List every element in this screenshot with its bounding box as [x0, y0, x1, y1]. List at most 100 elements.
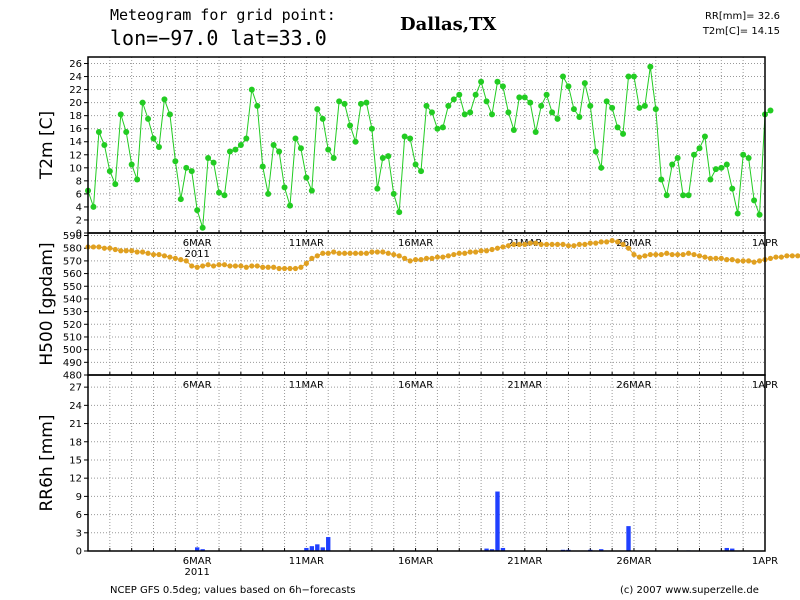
data-point	[450, 96, 457, 103]
data-point	[445, 102, 452, 109]
data-point	[707, 176, 714, 183]
data-point	[205, 262, 211, 268]
data-point	[177, 196, 184, 203]
data-point	[385, 250, 391, 256]
data-point	[189, 263, 195, 269]
data-point	[658, 176, 665, 183]
data-point	[751, 197, 758, 204]
data-bar	[304, 547, 309, 551]
y-tick-label: 3	[76, 528, 82, 539]
data-point	[576, 113, 583, 120]
y-tick-label: 2	[76, 215, 82, 226]
data-point	[565, 83, 572, 90]
data-point	[636, 254, 643, 260]
data-point	[740, 258, 746, 264]
data-point	[374, 185, 381, 192]
y-tick-label: 520	[63, 320, 82, 331]
data-point	[472, 91, 479, 98]
data-point	[789, 253, 795, 259]
data-point	[265, 264, 271, 270]
data-point	[368, 125, 375, 132]
data-point	[735, 258, 741, 264]
data-point	[106, 168, 113, 175]
data-point	[576, 241, 582, 248]
data-point	[795, 253, 800, 259]
data-bar	[309, 546, 315, 551]
data-point	[281, 265, 288, 272]
y-tick-label: 12	[69, 474, 82, 485]
y-tick-label: 18	[69, 111, 82, 122]
data-point	[107, 245, 113, 251]
data-point	[543, 91, 550, 98]
x-tick-label: 11MAR	[289, 238, 324, 249]
data-point	[210, 159, 217, 166]
data-point	[669, 161, 676, 168]
data-point	[418, 168, 425, 175]
data-point	[680, 251, 686, 258]
data-point	[385, 153, 392, 160]
data-bar	[730, 548, 735, 551]
data-bar	[626, 526, 631, 551]
data-point	[407, 258, 413, 264]
y-axis-label: RR6h [mm]	[37, 414, 57, 511]
data-point	[292, 135, 299, 142]
y-tick-label: 500	[63, 345, 82, 356]
data-point	[625, 73, 632, 80]
x-tick-label: 21MAR	[507, 556, 542, 567]
data-point	[565, 243, 572, 249]
data-point	[172, 255, 178, 261]
data-point	[156, 251, 162, 258]
data-point	[636, 104, 643, 111]
data-point	[117, 111, 124, 118]
data-bar	[599, 549, 604, 551]
data-point	[221, 262, 228, 268]
data-point	[287, 202, 294, 209]
data-point	[227, 263, 233, 269]
data-point	[139, 99, 146, 106]
data-bar	[200, 549, 205, 551]
data-bar	[315, 544, 320, 551]
data-point	[379, 155, 386, 162]
data-point	[248, 86, 255, 93]
data-point	[270, 142, 277, 148]
data-point	[308, 187, 315, 194]
data-point	[155, 143, 162, 150]
data-point	[554, 241, 561, 248]
data-point	[718, 255, 724, 261]
data-point	[489, 246, 495, 253]
data-point	[292, 265, 299, 272]
footer-source: NCEP GFS 0.5deg; values based on 6h−fore…	[110, 585, 356, 596]
y-tick-label: 12	[69, 150, 82, 161]
data-point	[347, 250, 353, 256]
data-point	[445, 253, 451, 259]
data-point	[320, 250, 326, 256]
x-tick-label: 26MAR	[616, 556, 651, 567]
data-point	[675, 251, 681, 258]
y-tick-label: 24	[69, 401, 82, 412]
data-point	[297, 145, 304, 152]
series-line	[87, 66, 771, 228]
data-point	[363, 99, 370, 106]
data-point	[90, 244, 97, 250]
data-point	[232, 146, 239, 153]
data-point	[423, 255, 430, 261]
y-tick-label: 22	[69, 85, 82, 96]
x-tick-label: 26MAR	[616, 380, 651, 391]
data-point	[500, 244, 506, 250]
data-point	[494, 78, 501, 85]
data-point	[571, 243, 577, 249]
data-point	[713, 255, 719, 261]
data-point	[396, 209, 403, 216]
y-tick-label: 580	[63, 244, 82, 255]
data-point	[462, 250, 468, 256]
data-point	[560, 241, 566, 248]
x-tick-label: 16MAR	[398, 380, 433, 391]
data-point	[494, 245, 501, 251]
y-tick-label: 10	[69, 163, 82, 174]
data-point	[374, 249, 380, 255]
data-point	[522, 241, 528, 248]
y-tick-label: 9	[76, 492, 82, 503]
data-point	[773, 254, 779, 260]
y-tick-label: 570	[63, 256, 82, 267]
